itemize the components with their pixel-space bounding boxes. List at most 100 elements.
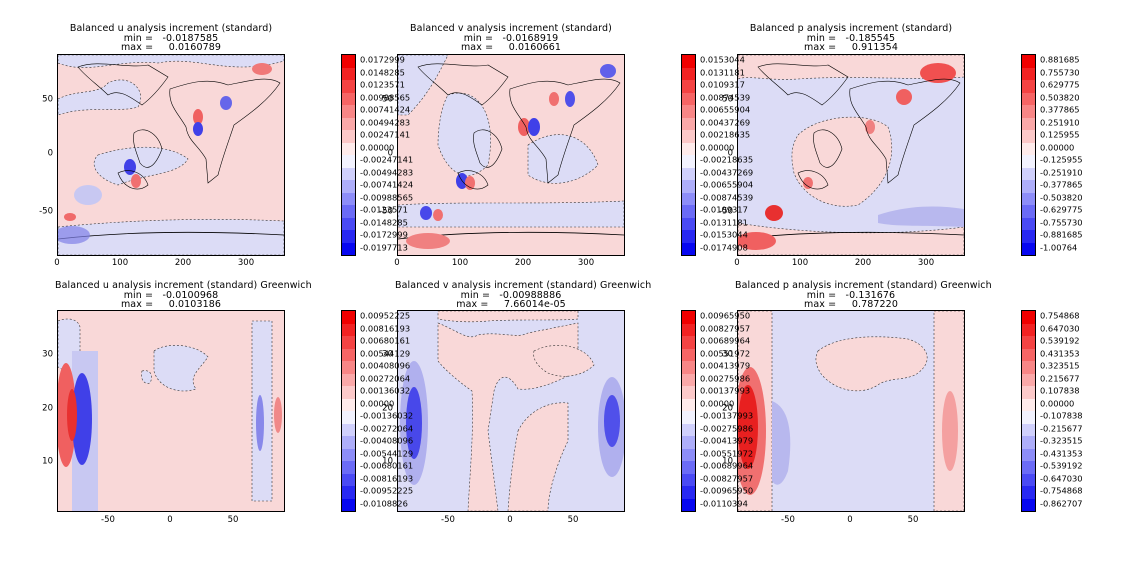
colorbar-band	[1022, 498, 1035, 511]
colorbar-band	[342, 217, 355, 230]
colorbar-band	[342, 142, 355, 155]
colorbar-band	[1022, 55, 1035, 68]
max-line: max = 0.911354	[735, 43, 967, 53]
y-tick: 20	[722, 403, 733, 414]
min-line: min = -0.131676	[735, 291, 967, 301]
colorbar-label: -0.0123571	[360, 204, 408, 215]
x-tick: 0	[394, 258, 400, 268]
colorbar-label: 0.539192	[1040, 335, 1080, 346]
colorbar-band	[1022, 230, 1035, 243]
colorbar-label: 0.503820	[1040, 92, 1080, 103]
colorbar-band	[1022, 311, 1035, 324]
min-line: min = -0.00988886	[395, 291, 627, 301]
colorbar-label: 0.251910	[1040, 117, 1080, 128]
colorbar-band	[342, 311, 355, 324]
colorbar-band	[682, 423, 695, 436]
colorbar-label: 0.00247141	[360, 129, 411, 140]
x-tick: 100	[791, 258, 809, 268]
colorbar-band	[342, 192, 355, 205]
colorbar-band	[342, 205, 355, 218]
chart-title: Balanced u analysis increment (standard)	[69, 23, 273, 34]
colorbar-band	[342, 117, 355, 130]
min-label: min =	[463, 33, 494, 44]
colorbar-label: -0.0110394	[700, 498, 748, 509]
x-tick: 0	[54, 258, 60, 268]
colorbar	[681, 54, 696, 256]
chart-title: Balanced p analysis increment (standard)	[749, 23, 953, 34]
x-tick: 50	[567, 515, 579, 525]
colorbar-label: 0.00827957	[700, 323, 751, 334]
min-label: min =	[123, 290, 154, 301]
colorbar-band	[682, 448, 695, 461]
colorbar-label: -0.0108826	[360, 498, 408, 509]
colorbar-band	[342, 373, 355, 386]
colorbar-band	[682, 205, 695, 218]
colorbar-band	[682, 386, 695, 399]
x-tick: -50	[101, 515, 115, 525]
colorbar-band	[682, 105, 695, 118]
colorbar-band	[682, 55, 695, 68]
chart-title: Balanced v analysis increment (standard)	[410, 23, 612, 34]
colorbar-label: 0.215677	[1040, 373, 1080, 384]
colorbar-label: 0.00275986	[700, 373, 751, 384]
max-value: 0.787220	[851, 299, 898, 310]
colorbar-band	[682, 461, 695, 474]
colorbar	[341, 310, 356, 512]
colorbar-label: -0.125955	[1040, 154, 1083, 165]
x-tick: 200	[174, 258, 192, 268]
colorbar-band	[342, 336, 355, 349]
max-label: max =	[460, 42, 494, 53]
colorbar-label: -0.00827957	[700, 473, 754, 484]
colorbar-label: 0.00689964	[700, 335, 751, 346]
colorbar-band	[342, 80, 355, 93]
heatmap-field	[738, 311, 964, 511]
colorbar-band	[342, 348, 355, 361]
plot-area	[397, 310, 625, 512]
x-tick: -50	[781, 515, 795, 525]
colorbar-band	[682, 498, 695, 511]
x-tick: 200	[514, 258, 532, 268]
colorbar-label: 0.00272064	[360, 373, 411, 384]
colorbar-band	[682, 436, 695, 449]
colorbar-band	[682, 117, 695, 130]
colorbar-band	[1022, 373, 1035, 386]
colorbar-label: 0.755730	[1040, 67, 1080, 78]
heatmap-field	[398, 311, 624, 511]
colorbar-band	[682, 67, 695, 80]
colorbar-label: -0.647030	[1040, 473, 1083, 484]
x-tick: 300	[577, 258, 595, 268]
y-tick: 50	[722, 94, 733, 105]
min-label: min =	[123, 33, 154, 44]
y-tick: -50	[379, 206, 393, 217]
max-line: max = 0.0160789	[55, 43, 287, 53]
colorbar-label: -0.00413979	[700, 435, 754, 446]
colorbar-label: -0.00965950	[700, 485, 754, 496]
colorbar-band	[682, 486, 695, 499]
max-label: max =	[120, 299, 154, 310]
colorbar-band	[1022, 67, 1035, 80]
colorbar-band	[342, 498, 355, 511]
colorbar-band	[682, 411, 695, 424]
colorbar-label: -0.00437269	[700, 167, 754, 178]
colorbar-band	[1022, 386, 1035, 399]
colorbar-label: 0.125955	[1040, 129, 1080, 140]
colorbar-band	[682, 242, 695, 255]
colorbar-label: -0.00680161	[360, 460, 414, 471]
colorbar-band	[1022, 473, 1035, 486]
colorbar-band	[342, 55, 355, 68]
colorbar-label: 0.00874539	[700, 92, 751, 103]
colorbar-label: 0.0148285	[360, 67, 405, 78]
colorbar-band	[1022, 117, 1035, 130]
colorbar-label: -0.00655904	[700, 179, 754, 190]
max-line: max = 0.787220	[735, 300, 967, 310]
colorbar-label: 0.0109317	[700, 79, 745, 90]
colorbar-label: 0.00218635	[700, 129, 751, 140]
y-tick: 50	[382, 94, 393, 105]
min-label: min =	[806, 33, 837, 44]
colorbar-label: -0.754868	[1040, 485, 1083, 496]
y-tick: 20	[42, 403, 53, 414]
colorbar-band	[682, 92, 695, 105]
colorbar-label: 0.00000	[360, 142, 395, 153]
colorbar-band	[342, 423, 355, 436]
x-tick: 100	[451, 258, 469, 268]
